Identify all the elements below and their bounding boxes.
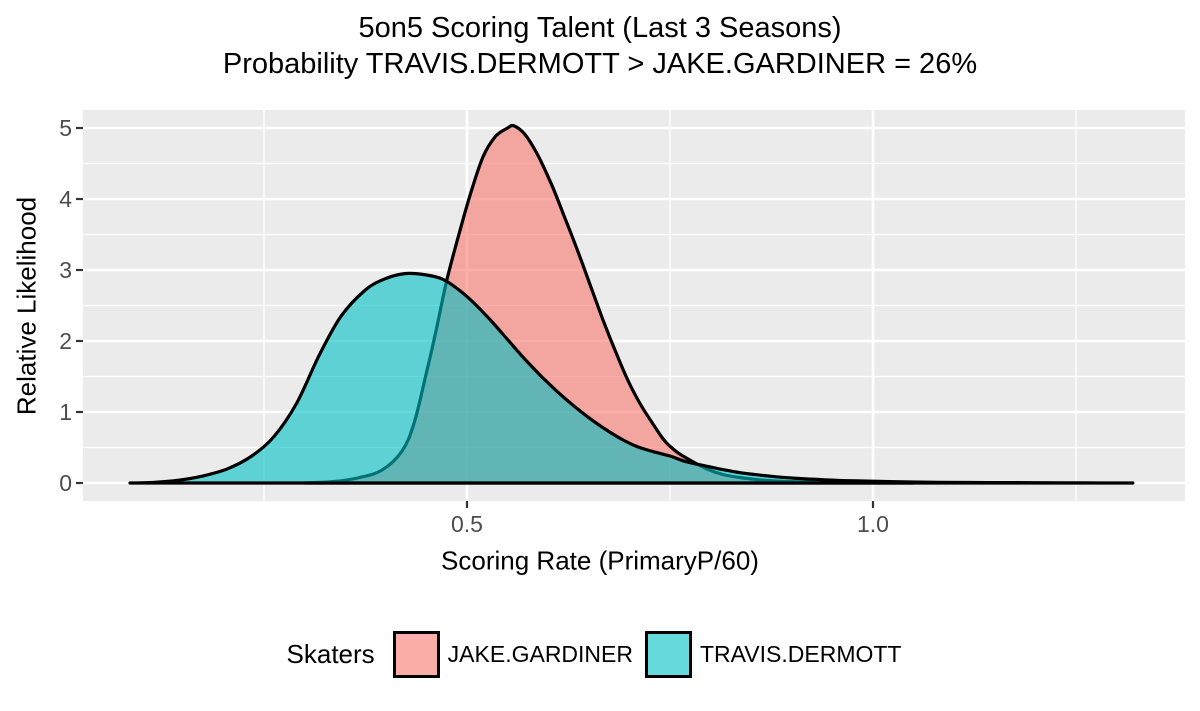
- density-curve-travis-dermott: [128, 271, 1135, 485]
- chart-subtitle: Probability TRAVIS.DERMOTT > JAKE.GARDIN…: [222, 48, 978, 80]
- y-axis-title: Relative Likelihood: [11, 196, 42, 416]
- x-axis-title: Scoring Rate (PrimaryP/60): [441, 545, 759, 576]
- title-block: 5on5 Scoring Talent (Last 3 Seasons) Pro…: [0, 10, 1200, 82]
- legend-label-travis-dermott: TRAVIS.DERMOTT: [700, 640, 902, 667]
- legend-key-jake-gardiner: [392, 630, 440, 678]
- y-tick-label: 3: [59, 257, 72, 283]
- legend-label-jake-gardiner: JAKE.GARDINER: [447, 640, 633, 667]
- y-tick-label: 0: [59, 470, 72, 496]
- y-tick-label: 5: [59, 115, 72, 141]
- legend-key-travis-dermott: [645, 630, 692, 678]
- legend: Skaters JAKE.GARDINER TRAVIS.DERMOTT: [0, 626, 1200, 682]
- chart-title: 5on5 Scoring Talent (Last 3 Seasons): [358, 12, 842, 44]
- y-tick-label: 4: [59, 186, 72, 212]
- x-tick-label: 1.0: [857, 511, 889, 537]
- y-tick-label: 1: [59, 399, 72, 425]
- y-tick-label: 2: [59, 328, 72, 354]
- legend-title: Skaters: [286, 638, 375, 669]
- x-tick-label: 0.5: [451, 511, 483, 537]
